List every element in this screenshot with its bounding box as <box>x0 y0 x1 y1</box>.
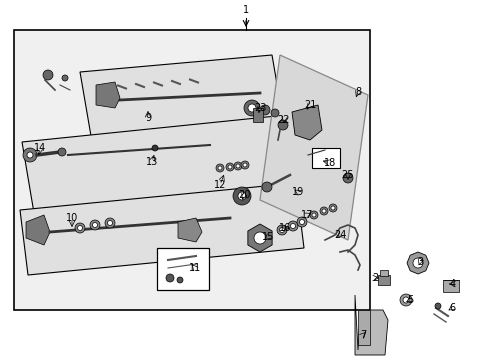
Circle shape <box>270 109 279 117</box>
Circle shape <box>241 161 248 169</box>
Circle shape <box>75 223 85 233</box>
Text: 21: 21 <box>303 100 316 110</box>
Polygon shape <box>354 295 387 355</box>
Circle shape <box>227 165 231 169</box>
Text: 19: 19 <box>291 187 304 197</box>
Circle shape <box>218 166 222 170</box>
Circle shape <box>309 211 317 219</box>
Bar <box>311 148 339 168</box>
Circle shape <box>165 274 174 282</box>
Circle shape <box>152 145 158 151</box>
Circle shape <box>260 105 269 115</box>
Circle shape <box>279 228 284 233</box>
Text: 7: 7 <box>359 330 366 340</box>
Polygon shape <box>96 82 120 108</box>
Circle shape <box>262 182 271 192</box>
Bar <box>377 275 389 285</box>
Circle shape <box>330 206 334 210</box>
Polygon shape <box>22 114 307 213</box>
Text: 8: 8 <box>354 87 360 97</box>
Circle shape <box>299 220 304 225</box>
Text: 17: 17 <box>300 210 312 220</box>
Bar <box>379 270 387 276</box>
Circle shape <box>105 218 115 228</box>
Circle shape <box>244 100 260 116</box>
Text: 2: 2 <box>371 273 377 283</box>
Polygon shape <box>260 55 367 240</box>
Circle shape <box>402 297 408 303</box>
Text: 13: 13 <box>145 157 158 167</box>
Circle shape <box>278 120 287 130</box>
Circle shape <box>92 222 97 228</box>
Circle shape <box>434 303 440 309</box>
Bar <box>157 248 208 290</box>
Text: 12: 12 <box>213 180 226 190</box>
Text: 9: 9 <box>144 113 151 123</box>
Text: 6: 6 <box>448 303 454 313</box>
Text: 23: 23 <box>253 103 265 113</box>
Bar <box>14 30 369 310</box>
Circle shape <box>234 162 242 170</box>
Circle shape <box>225 163 234 171</box>
Text: 24: 24 <box>333 230 346 240</box>
Text: 11: 11 <box>188 263 201 273</box>
Circle shape <box>321 209 325 213</box>
Circle shape <box>253 232 265 244</box>
Circle shape <box>90 220 100 230</box>
Text: 18: 18 <box>323 158 335 168</box>
Circle shape <box>77 225 82 230</box>
Circle shape <box>311 213 315 217</box>
Text: 25: 25 <box>341 170 353 180</box>
Circle shape <box>62 75 68 81</box>
Circle shape <box>399 294 411 306</box>
Circle shape <box>290 224 295 229</box>
Polygon shape <box>291 105 321 140</box>
Text: 22: 22 <box>277 115 290 125</box>
Circle shape <box>177 277 183 283</box>
Circle shape <box>328 204 336 212</box>
Text: 14: 14 <box>34 143 46 153</box>
Circle shape <box>107 220 112 225</box>
Circle shape <box>232 187 250 205</box>
Circle shape <box>287 221 297 231</box>
Circle shape <box>319 207 327 215</box>
Text: 20: 20 <box>237 190 250 200</box>
Circle shape <box>43 70 53 80</box>
Circle shape <box>58 148 66 156</box>
Circle shape <box>216 164 224 172</box>
Circle shape <box>236 164 240 168</box>
Bar <box>252 108 263 122</box>
Polygon shape <box>178 218 202 242</box>
Text: 15: 15 <box>261 232 274 242</box>
Polygon shape <box>20 183 304 275</box>
Circle shape <box>342 173 352 183</box>
Circle shape <box>412 258 422 268</box>
Text: 4: 4 <box>449 279 455 289</box>
Bar <box>357 310 369 345</box>
Bar <box>442 280 458 292</box>
Polygon shape <box>80 55 287 165</box>
Circle shape <box>23 148 37 162</box>
Circle shape <box>27 152 33 158</box>
Text: 3: 3 <box>416 257 422 267</box>
Text: 5: 5 <box>406 295 412 305</box>
Text: 1: 1 <box>243 5 248 15</box>
Circle shape <box>296 217 306 227</box>
Circle shape <box>238 192 245 200</box>
Circle shape <box>247 104 256 112</box>
Circle shape <box>243 163 246 167</box>
Polygon shape <box>26 215 50 245</box>
Circle shape <box>276 225 286 235</box>
Text: 16: 16 <box>278 223 290 233</box>
Text: 10: 10 <box>66 213 78 223</box>
